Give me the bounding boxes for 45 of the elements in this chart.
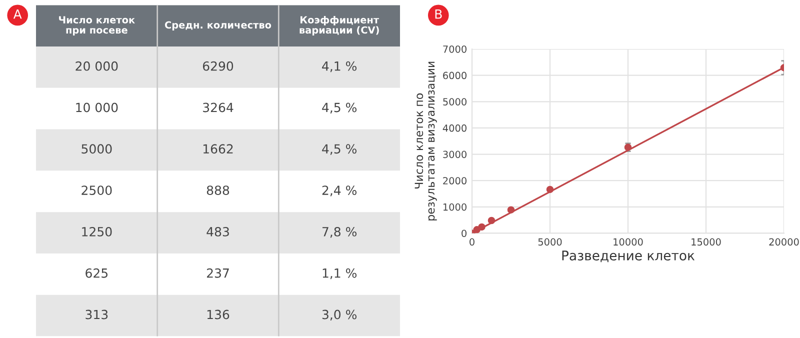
y-tick-label: 0	[462, 230, 466, 238]
text: 888	[206, 186, 230, 196]
text: 2,4 %	[322, 186, 357, 196]
text: 4,5 %	[322, 102, 357, 114]
x-tick-label: 0	[470, 238, 474, 246]
text: 1662	[203, 144, 233, 154]
text: 136	[207, 310, 230, 320]
y-tick-label: 3000	[443, 150, 466, 158]
text: 3264	[203, 102, 234, 112]
y-axis-title: Число клеток по результатам визуализации	[414, 62, 437, 220]
text: 20 000	[76, 61, 118, 71]
text: A	[13, 10, 22, 19]
text: 4,1 %	[322, 61, 357, 72]
text: 237	[206, 268, 229, 278]
text: Число клеток при посеве	[59, 16, 135, 36]
chart-title: B	[435, 10, 442, 19]
text: Средн. количество	[164, 21, 272, 30]
text: 10 000	[76, 102, 118, 112]
y-tick-label: 2000	[443, 177, 466, 184]
text: 4,5 %	[322, 144, 357, 155]
point	[478, 223, 486, 231]
text: Коэффициент вариации (CV)	[300, 16, 380, 36]
x-tick-label: 10000	[614, 238, 643, 246]
y-tick-label: 4000	[442, 124, 466, 132]
text: 1,1 %	[322, 268, 357, 280]
point	[546, 186, 554, 194]
text: 313	[86, 310, 108, 320]
x-tick-label: 15000	[692, 238, 721, 246]
text: 483	[206, 226, 229, 236]
text: 1250	[82, 226, 112, 236]
text: 5000	[82, 144, 112, 154]
text: 625	[86, 268, 108, 278]
point	[507, 206, 515, 214]
text: 7,8 %	[322, 226, 357, 238]
x-tick-label: 5000	[538, 238, 562, 246]
text: 6290	[202, 61, 234, 71]
x-tick-label: 20000	[769, 238, 799, 246]
x-axis-title: Разведение клеток	[562, 250, 695, 262]
y-tick-label: 1000	[443, 203, 466, 211]
y-tick-label: 5000	[443, 98, 466, 106]
y-tick-label: 7000	[443, 45, 466, 53]
text: 3,0 %	[322, 310, 357, 321]
text: 2500	[82, 186, 112, 196]
y-tick-label: 6000	[443, 72, 466, 80]
point	[488, 216, 496, 224]
